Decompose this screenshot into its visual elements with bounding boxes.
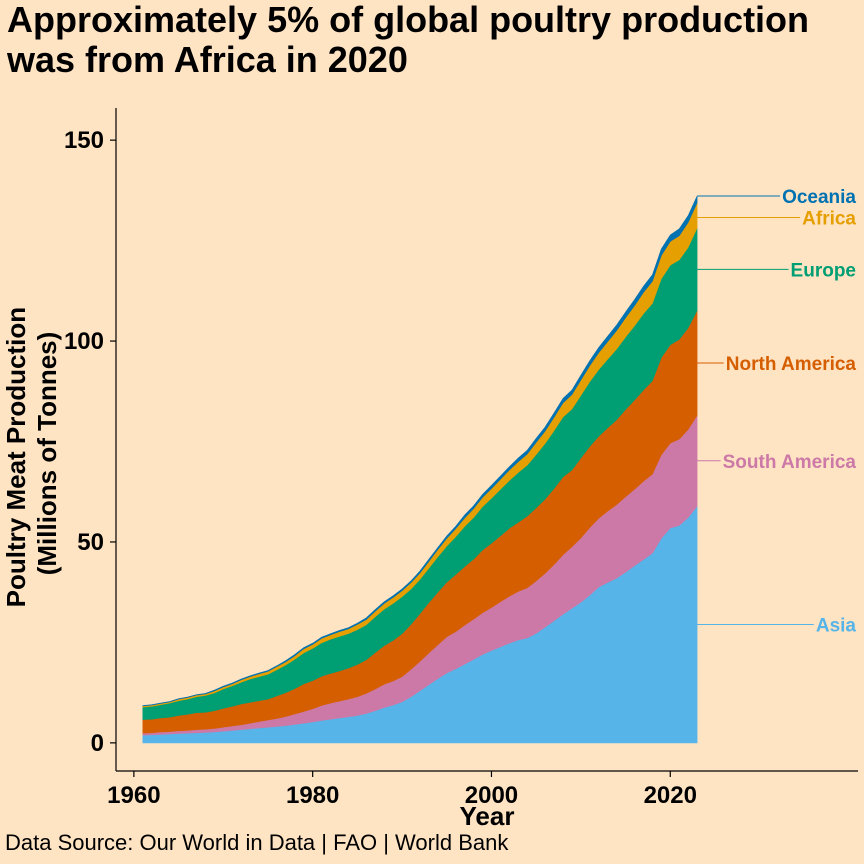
y-tick-label: 50 [77,529,104,556]
x-tick-label: 1980 [286,782,339,809]
series-label-asia: Asia [816,616,857,637]
y-axis-title-line-1: Poultry Meat Production [1,307,31,607]
y-tick-label: 150 [64,127,104,154]
series-label-europe: Europe [791,260,856,281]
x-axis-ticks: 1960 1980 2000 2020 [107,771,697,809]
series-labels: Asia South America North America Europe Afri… [697,187,856,637]
y-tick-label: 100 [64,328,104,355]
x-tick-label: 2000 [465,782,518,809]
y-axis-ticks: 0 50 100 150 [64,127,116,757]
chart-title: Approximately 5% of global poultry produ… [7,0,810,80]
y-axis-title-line-2: (Millions of Tonnes) [32,332,62,576]
y-axis-title: Poultry Meat Production (Millions of Ton… [1,300,62,608]
series-label-south-america: South America [723,452,857,473]
series-label-north-america: North America [726,354,857,375]
x-tick-label: 2020 [644,782,697,809]
x-tick-label: 1960 [107,782,160,809]
y-tick-label: 0 [91,730,104,757]
area-oceania [142,195,698,707]
x-axis-title: Year [460,801,515,831]
data-source-caption: Data Source: Our World in Data | FAO | W… [5,830,509,855]
series-label-oceania: Oceania [782,187,856,208]
stacked-areas [142,195,698,744]
series-label-africa: Africa [802,208,856,229]
